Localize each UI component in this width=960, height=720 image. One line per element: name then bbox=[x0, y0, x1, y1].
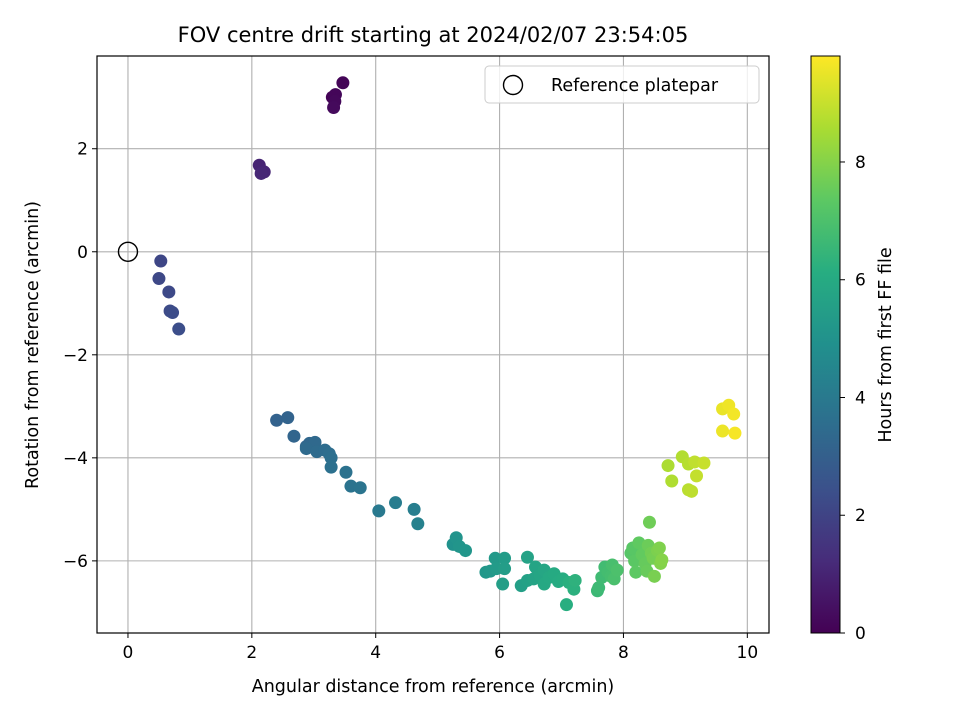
y-tick-label: −6 bbox=[63, 552, 88, 572]
y-tick-label: −4 bbox=[63, 449, 88, 469]
scatter-point bbox=[568, 573, 582, 587]
scatter-point bbox=[610, 563, 624, 577]
scatter-point bbox=[496, 577, 510, 591]
colorbar-tick-label: 2 bbox=[855, 506, 866, 526]
grid-lines bbox=[97, 56, 769, 633]
y-tick-label: −2 bbox=[63, 346, 88, 366]
x-tick-label: 0 bbox=[123, 643, 134, 663]
scatter-point bbox=[270, 413, 284, 427]
y-tick-label: 0 bbox=[77, 243, 88, 263]
colorbar bbox=[810, 55, 841, 634]
colorbar-label: Hours from first FF file bbox=[876, 247, 896, 442]
reference-marker-layer bbox=[117, 241, 139, 262]
scatter-point bbox=[281, 411, 295, 425]
colorbar-tick-label: 4 bbox=[855, 388, 866, 408]
scatter-point bbox=[629, 565, 643, 579]
plot-frame bbox=[96, 55, 770, 634]
scatter-point bbox=[327, 101, 341, 115]
legend-reference-marker bbox=[502, 74, 524, 96]
scatter-point bbox=[411, 517, 425, 531]
colorbar-ticks: 0 2 4 6 8 bbox=[840, 153, 866, 644]
scatter-point bbox=[690, 469, 704, 483]
y-axis-label: Rotation from reference (arcmin) bbox=[23, 201, 43, 489]
scatter-point bbox=[488, 551, 502, 565]
scatter-point bbox=[353, 481, 367, 495]
scatter-point bbox=[154, 254, 168, 268]
scatter-point bbox=[655, 553, 669, 567]
legend: Reference platepar bbox=[484, 65, 760, 104]
scatter-point bbox=[324, 451, 338, 465]
scatter-point bbox=[665, 474, 679, 488]
scatter-point bbox=[254, 166, 268, 180]
legend-box bbox=[484, 65, 760, 104]
x-axis-ticks: 0 2 4 6 8 10 bbox=[123, 633, 759, 663]
y-axis-ticks: −6 −4 −2 0 2 bbox=[63, 140, 97, 572]
scatter-point bbox=[498, 562, 512, 576]
scatter-point bbox=[647, 569, 661, 583]
scatter-point bbox=[162, 285, 176, 299]
x-tick-label: 2 bbox=[246, 643, 257, 663]
scatter-point bbox=[166, 306, 180, 320]
scatter-points bbox=[152, 76, 742, 612]
scatter-point bbox=[592, 581, 606, 595]
scatter-point bbox=[407, 502, 421, 516]
scatter-point bbox=[339, 465, 353, 479]
scatter-point bbox=[728, 426, 742, 440]
colorbar-tick-label: 8 bbox=[855, 153, 866, 173]
chart-title: FOV centre drift starting at 2024/02/07 … bbox=[178, 23, 689, 47]
scatter-point bbox=[716, 424, 730, 438]
colorbar-tick-label: 6 bbox=[855, 271, 866, 291]
scatter-point bbox=[152, 272, 166, 286]
scatter-point bbox=[642, 515, 656, 529]
reference-platepar-marker bbox=[117, 241, 139, 262]
legend-entry-reference-platepar: Reference platepar bbox=[551, 76, 719, 96]
scatter-point bbox=[287, 429, 301, 443]
scatter-point bbox=[652, 541, 666, 555]
x-axis-label: Angular distance from reference (arcmin) bbox=[252, 677, 615, 697]
scatter-point bbox=[520, 550, 534, 564]
x-tick-label: 4 bbox=[370, 643, 381, 663]
colorbar-tick-label: 0 bbox=[855, 624, 866, 644]
scatter-point bbox=[299, 442, 313, 456]
scatter-point bbox=[559, 598, 573, 612]
scatter-point bbox=[727, 407, 741, 421]
scatter-point bbox=[324, 460, 338, 474]
scatter-point bbox=[498, 551, 512, 565]
x-tick-label: 8 bbox=[618, 643, 629, 663]
scatter-point bbox=[661, 459, 675, 473]
scatter-point bbox=[389, 496, 403, 510]
scatter-point bbox=[685, 484, 699, 498]
scatter-point bbox=[336, 76, 350, 90]
y-tick-label: 2 bbox=[77, 140, 88, 160]
scatter-point bbox=[697, 456, 711, 470]
scatter-point bbox=[372, 504, 386, 518]
scatter-point bbox=[172, 322, 186, 336]
x-tick-label: 6 bbox=[494, 643, 505, 663]
x-tick-label: 10 bbox=[737, 643, 759, 663]
scatter-point bbox=[459, 544, 473, 558]
